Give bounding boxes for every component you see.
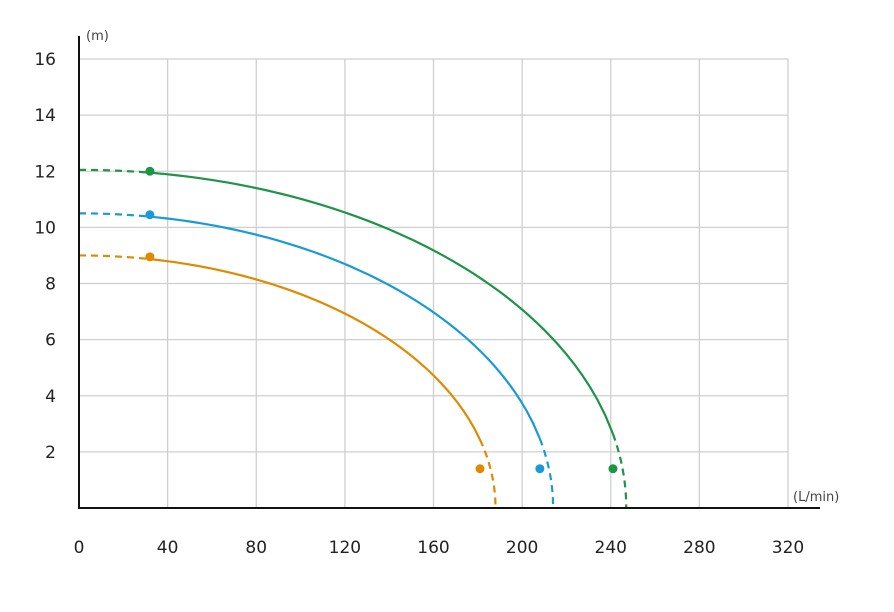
curve-dashed-start [79, 212, 151, 218]
x-tick-label: 80 [245, 538, 267, 558]
curve-dashed-start [79, 254, 151, 261]
curve-solid [149, 258, 482, 441]
x-tick-label: 40 [157, 538, 179, 558]
x-axis-unit: (L/min) [793, 490, 839, 505]
pump-curve-1 [79, 254, 497, 509]
curve-solid [149, 215, 541, 440]
curve-marker-point [608, 464, 618, 474]
curve-marker-point [535, 464, 545, 474]
grid-lines [79, 58, 789, 508]
y-tick-label: 6 [45, 331, 56, 351]
x-tick-label: 240 [595, 538, 627, 558]
pump-curves [79, 168, 628, 509]
y-tick-label: 14 [34, 106, 56, 126]
y-tick-label: 16 [34, 50, 56, 70]
curve-markers [145, 166, 618, 474]
pump-curve-3 [79, 168, 628, 509]
curve-marker-point [145, 252, 155, 262]
pump-curve-2 [79, 212, 555, 509]
y-tick-label: 8 [45, 275, 56, 295]
x-tick-label: 320 [772, 538, 804, 558]
curve-dashed-end [538, 438, 555, 509]
x-tick-label: 200 [506, 538, 538, 558]
curve-marker-point [145, 210, 155, 220]
y-tick-label: 2 [45, 443, 56, 463]
x-tick-label: 160 [417, 538, 449, 558]
x-tick-label: 120 [329, 538, 361, 558]
y-tick-label: 12 [34, 162, 56, 182]
x-tick-label: 0 [74, 538, 85, 558]
curve-dashed-end [611, 433, 628, 509]
tick-labels: 0 40 80 120 160 200 240 280 320 2 4 6 8 10 12 14 16 [34, 50, 804, 558]
curve-marker-point [145, 166, 155, 176]
y-axis-unit: (m) [86, 29, 109, 44]
curve-solid [149, 171, 614, 435]
curve-dashed-end [479, 439, 497, 509]
y-tick-label: 10 [34, 218, 56, 238]
x-tick-label: 280 [683, 538, 715, 558]
curve-marker-point [475, 464, 485, 474]
axes [78, 36, 820, 509]
y-tick-label: 4 [45, 387, 56, 407]
